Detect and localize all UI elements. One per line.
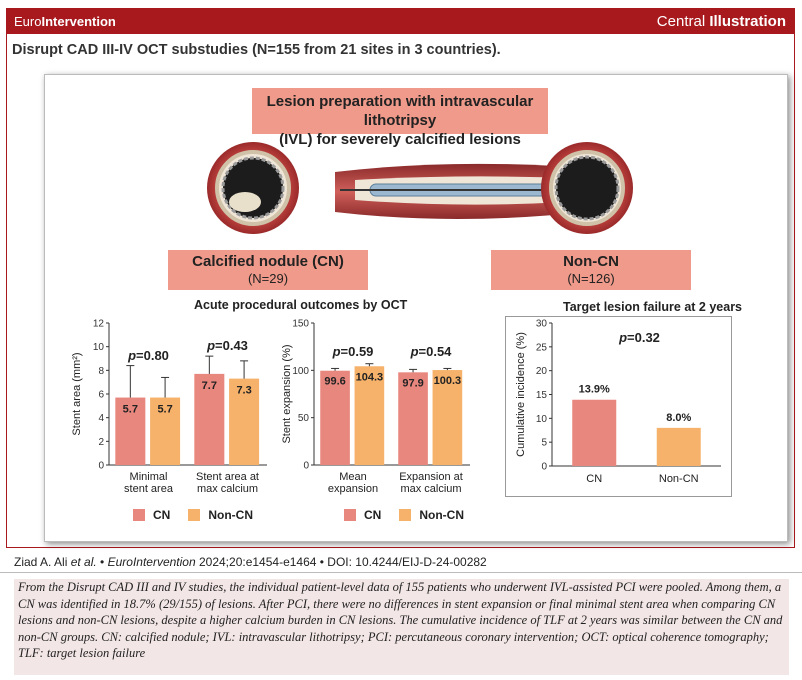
x-tick-label: Mean — [339, 471, 367, 483]
p-value-label: p=0.59 — [332, 344, 374, 359]
divider — [0, 572, 802, 573]
x-tick-label: Expansion at — [399, 471, 463, 483]
y-tick-label: 20 — [536, 366, 548, 377]
cn-group-box: Calcified nodule (CN) (N=29) — [168, 250, 368, 290]
p-value-label: p=0.43 — [206, 338, 248, 353]
p-value-label: p=0.32 — [618, 330, 660, 345]
cn-group-title: Calcified nodule (CN) — [192, 253, 344, 270]
legend-swatch-noncn — [399, 509, 412, 521]
tlf-chart: 0 5 10 15 20 25 30 Cumulative incidence (%) 13.9… — [515, 319, 721, 485]
legend-label-noncn: Non-CN — [208, 508, 253, 522]
cn-group-n: (N=29) — [247, 271, 289, 286]
bar-value-label: 104.3 — [356, 371, 384, 383]
bar-value-label: 97.9 — [402, 377, 423, 389]
noncn-group-n: (N=126) — [567, 271, 615, 286]
citation-journal: EuroIntervention — [107, 555, 196, 569]
ivl-title-line2: (IVL) for severely calcified lesions — [279, 131, 521, 148]
legend-left: CN Non-CN — [133, 508, 253, 522]
legend-swatch-cn — [344, 509, 356, 521]
figure-header: EuroIntervention Central Illustration — [7, 9, 794, 34]
bar-non-cn — [229, 378, 260, 465]
y-tick-label: 6 — [98, 390, 104, 401]
bar-value-label: 8.0% — [666, 412, 691, 424]
bar-non-cn — [150, 397, 181, 465]
cn-cross-section-icon — [207, 142, 299, 234]
legend-swatch-noncn — [188, 509, 201, 521]
noncn-group-box: Non-CN (N=126) — [491, 250, 691, 290]
bar-cn — [398, 372, 428, 465]
central-illustration-label: Central Illustration — [656, 13, 786, 30]
bar-value-label: 99.6 — [324, 376, 345, 388]
bar-cn — [115, 397, 146, 465]
noncn-group-title: Non-CN — [563, 253, 619, 270]
legend-right: CN Non-CN — [344, 508, 464, 522]
ivl-title-box: Lesion preparation with intravascular li… — [252, 88, 548, 148]
vessel-illustration — [207, 142, 633, 234]
y-tick-label: 0 — [541, 462, 547, 473]
bar-non-cn — [656, 427, 701, 466]
citation-separator: • — [96, 555, 108, 569]
legend-label-noncn: Non-CN — [419, 508, 464, 522]
y-tick-label: 50 — [298, 413, 310, 424]
y-tick-label: 100 — [292, 366, 309, 377]
bar-cn — [194, 373, 225, 465]
x-tick-label: Stent area at — [196, 471, 259, 483]
y-tick-label: 5 — [541, 438, 547, 449]
bar-value-label: 7.7 — [202, 380, 217, 392]
x-tick-label: Minimal — [130, 471, 168, 483]
x-tick-label: stent area — [124, 483, 174, 495]
x-tick-label: CN — [586, 473, 602, 485]
bar-non-cn — [432, 370, 463, 465]
journal-logo: EuroIntervention — [14, 14, 116, 29]
ivl-title-line1: Lesion preparation with intravascular li… — [266, 93, 534, 129]
legend-label-cn: CN — [153, 508, 171, 522]
y-tick-label: 8 — [98, 366, 104, 377]
p-value-label: p=0.54 — [410, 344, 453, 359]
y-tick-label: 10 — [93, 342, 105, 353]
y-axis-label: Stent expansion (%) — [281, 344, 293, 443]
p-value-label: p=0.80 — [127, 348, 169, 363]
y-tick-label: 0 — [98, 461, 104, 472]
citation-etal: et al. — [70, 555, 97, 569]
y-axis-label: Cumulative incidence (%) — [515, 332, 527, 457]
citation-line: Ziad A. Ali et al. • EuroIntervention 20… — [14, 555, 487, 569]
citation-authors: Ziad A. Ali — [14, 555, 71, 569]
bar-cn — [320, 370, 350, 465]
y-axis-label: Stent area (mm²) — [71, 352, 83, 435]
figure-caption: From the Disrupt CAD III and IV studies,… — [14, 579, 789, 675]
y-tick-label: 25 — [536, 342, 548, 353]
y-tick-label: 10 — [536, 414, 548, 425]
y-tick-label: 4 — [98, 413, 104, 424]
legend-label-cn: CN — [364, 508, 382, 522]
x-tick-label: max calcium — [400, 483, 461, 495]
citation-reference: 2024;20:e1454-e1464 • DOI: 10.4244/EIJ-D… — [195, 555, 487, 569]
tlf-chart-frame — [505, 316, 732, 497]
left-section-title: Acute procedural outcomes by OCT — [194, 298, 408, 312]
y-tick-label: 30 — [536, 319, 548, 330]
bar-non-cn — [354, 366, 385, 465]
noncn-cross-section-icon — [541, 142, 633, 234]
bar-value-label: 5.7 — [157, 404, 172, 416]
y-tick-label: 2 — [98, 437, 104, 448]
stent-area-chart: 0 2 4 6 8 10 12 Stent area (mm²) 5.7 5.7 p=0.80 Min… — [71, 319, 267, 495]
bar-value-label: 5.7 — [123, 404, 138, 416]
y-tick-label: 12 — [93, 319, 105, 330]
x-tick-label: max calcium — [197, 483, 258, 495]
bar-value-label: 100.3 — [434, 375, 462, 387]
figure-subtitle: Disrupt CAD III-IV OCT substudies (N=155… — [12, 42, 501, 58]
legend-swatch-cn — [133, 509, 145, 521]
bar-value-label: 13.9% — [579, 384, 610, 396]
figure-frame: EuroIntervention Central Illustration — [6, 8, 795, 548]
x-tick-label: expansion — [328, 483, 378, 495]
y-tick-label: 0 — [303, 461, 309, 472]
y-tick-label: 150 — [292, 319, 309, 330]
ivl-balloon-vessel-icon — [335, 163, 590, 219]
right-section-title: Target lesion failure at 2 years — [563, 300, 743, 314]
stent-expansion-chart: 0 50 100 150 Stent expansion (%) 99.6 104.3 p=0… — [281, 319, 470, 495]
x-tick-label: Non-CN — [659, 473, 699, 485]
bar-cn — [572, 399, 617, 466]
y-tick-label: 15 — [536, 390, 548, 401]
bar-value-label: 7.3 — [236, 385, 251, 397]
